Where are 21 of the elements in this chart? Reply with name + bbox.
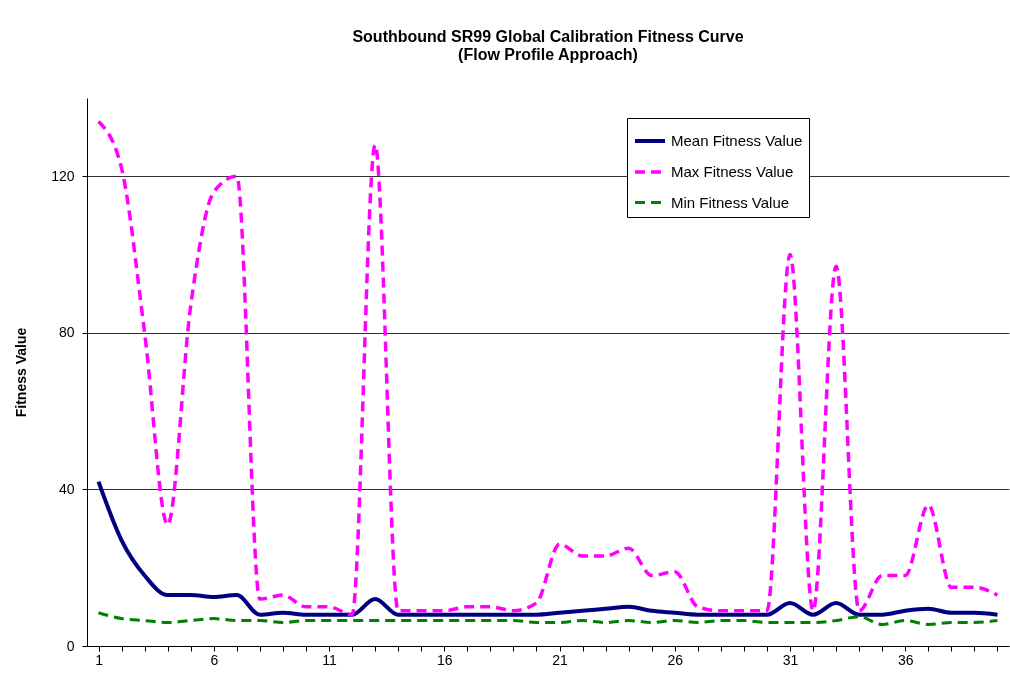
line-series [97,611,999,626]
legend-label: Max Fitness Value [671,163,794,180]
x-tick-label: 21 [552,651,569,668]
x-tick-label: 31 [782,651,799,668]
x-tick-label: 16 [436,651,453,668]
y-tick-label: 120 [51,167,75,184]
x-tick-label: 36 [897,651,914,668]
x-tick-label: 6 [210,651,219,668]
y-tick-label: 80 [58,324,75,341]
line-series [96,119,1000,617]
y-axis-title: Fitness Value [13,327,30,418]
legend-label: Min Fitness Value [671,193,790,211]
line-series [96,479,1000,617]
legend-label: Mean Fitness Value [671,132,803,149]
x-tick-label: 26 [667,651,684,668]
text: Southbound SR99 Global Calibration Fitness Curve [352,28,744,45]
y-tick-label: 40 [58,480,75,497]
x-tick-label: 1 [95,651,104,668]
text: (Flow Profile Approach) [458,46,638,63]
y-tick-label: 0 [66,637,75,654]
x-tick-label: 11 [322,651,337,668]
